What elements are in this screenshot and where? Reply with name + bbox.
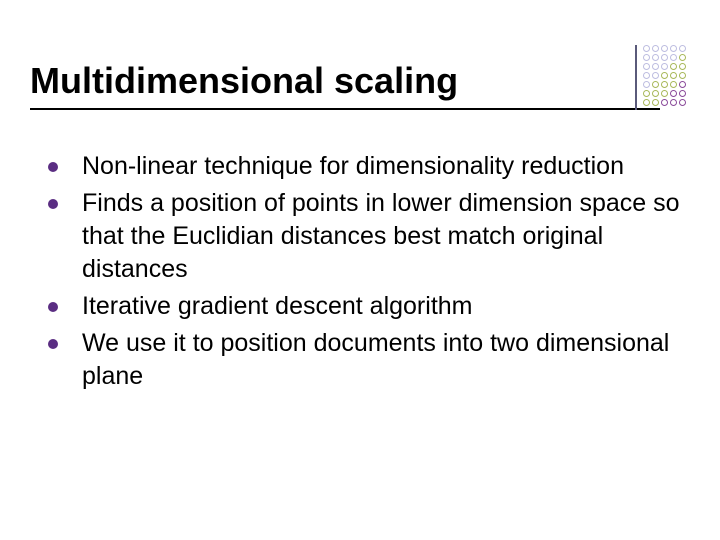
deco-circle-icon [661, 63, 668, 70]
deco-circle-icon [661, 72, 668, 79]
deco-circle-icon [670, 63, 677, 70]
bullet-item: Non-linear technique for dimensionality … [48, 150, 680, 183]
bullet-text: Non-linear technique for dimensionality … [82, 150, 624, 183]
deco-circle-icon [670, 99, 677, 106]
deco-circle-icon [679, 81, 686, 88]
deco-circle-icon [670, 54, 677, 61]
slide-title: Multidimensional scaling [30, 60, 620, 110]
deco-circle-icon [652, 90, 659, 97]
deco-circle-icon [652, 99, 659, 106]
deco-circle-icon [643, 45, 650, 52]
deco-circle-icon [661, 99, 668, 106]
bullet-dot-icon [48, 302, 58, 312]
deco-circle-icon [679, 99, 686, 106]
deco-circle-icon [670, 81, 677, 88]
deco-circle-grid [643, 45, 688, 108]
bullet-dot-icon [48, 199, 58, 209]
deco-circle-icon [652, 81, 659, 88]
bullet-item: We use it to position documents into two… [48, 327, 680, 393]
bullet-text: We use it to position documents into two… [82, 327, 680, 393]
deco-circle-icon [643, 72, 650, 79]
deco-circle-icon [670, 72, 677, 79]
deco-circle-icon [670, 90, 677, 97]
deco-circle-icon [661, 54, 668, 61]
deco-circle-icon [679, 63, 686, 70]
deco-circle-icon [661, 90, 668, 97]
deco-circle-icon [643, 90, 650, 97]
bullet-list: Non-linear technique for dimensionality … [48, 150, 680, 393]
bullet-dot-icon [48, 339, 58, 349]
deco-circle-icon [652, 72, 659, 79]
deco-circle-icon [679, 72, 686, 79]
bullet-dot-icon [48, 162, 58, 172]
deco-circle-icon [679, 90, 686, 97]
title-area: Multidimensional scaling [30, 60, 620, 110]
bullet-text: Iterative gradient descent algorithm [82, 290, 473, 323]
bullet-item: Finds a position of points in lower dime… [48, 187, 680, 286]
deco-circle-icon [652, 45, 659, 52]
deco-circle-icon [643, 54, 650, 61]
deco-circle-icon [652, 54, 659, 61]
content-area: Non-linear technique for dimensionality … [48, 150, 680, 397]
deco-circle-icon [661, 81, 668, 88]
deco-vertical-line [635, 45, 637, 110]
bullet-text: Finds a position of points in lower dime… [82, 187, 680, 286]
deco-circle-icon [670, 45, 677, 52]
deco-circle-icon [652, 63, 659, 70]
deco-circle-icon [643, 99, 650, 106]
deco-circle-icon [661, 45, 668, 52]
deco-circle-icon [679, 54, 686, 61]
deco-circle-icon [679, 45, 686, 52]
deco-circle-icon [643, 81, 650, 88]
title-rule [30, 108, 660, 110]
deco-circle-icon [643, 63, 650, 70]
bullet-item: Iterative gradient descent algorithm [48, 290, 680, 323]
